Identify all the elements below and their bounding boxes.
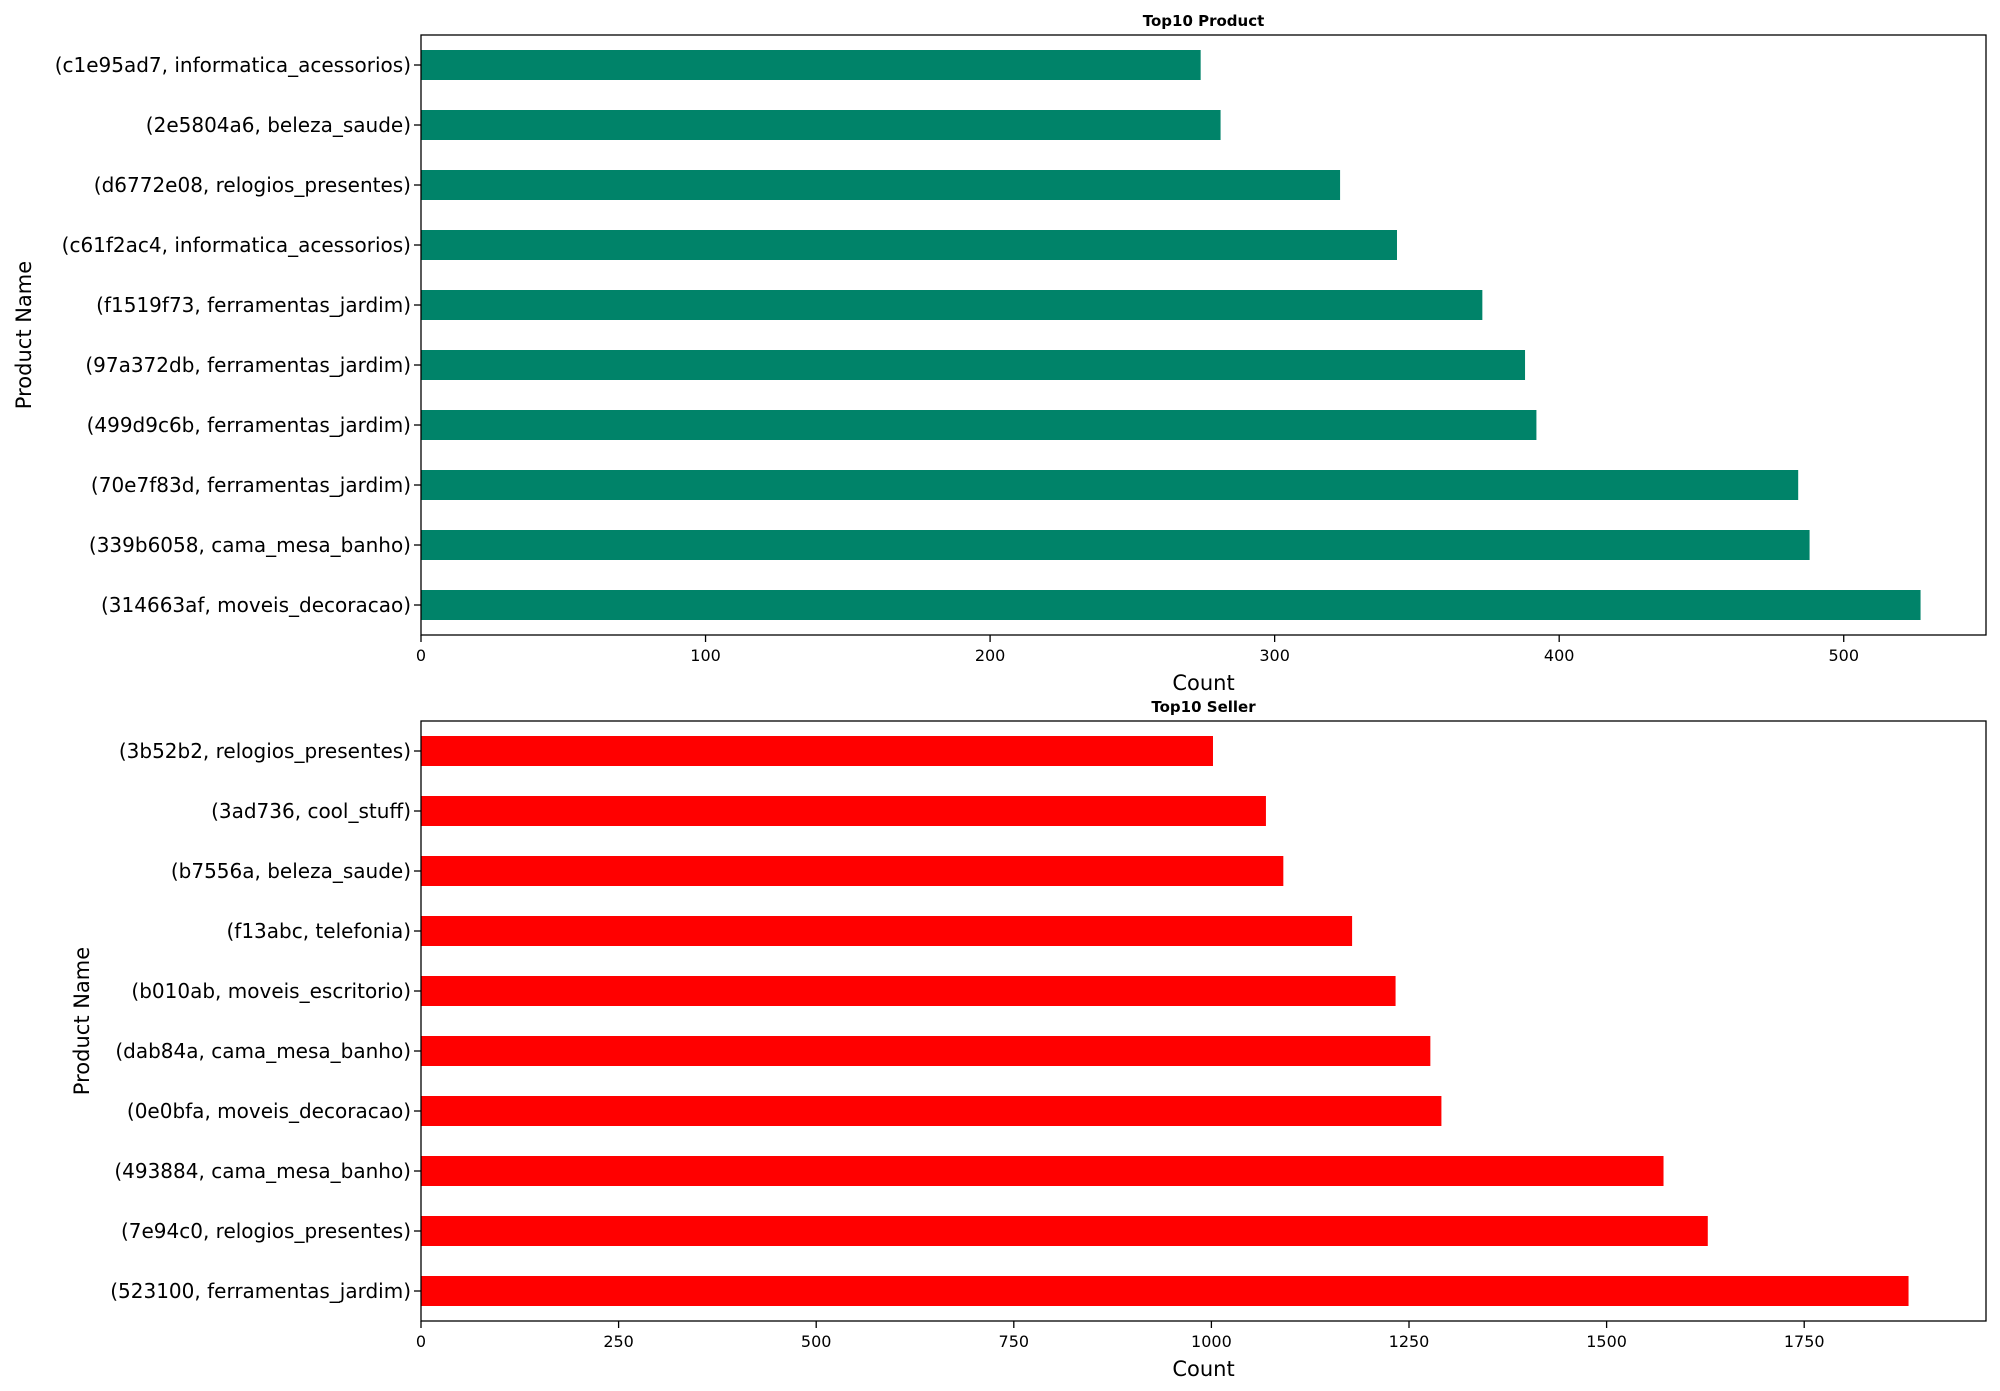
panel1-bar [421,410,1537,440]
panel2-category-label: (b010ab, moveis_escritorio) [131,979,411,1003]
panel1-y-axis-label: Product Name [12,261,36,409]
panel1-axes-frame [420,34,1987,636]
panel2-x-tick-label: 500 [801,1332,832,1351]
panel1-category-label: (70e7f83d, ferramentas_jardim) [91,473,411,497]
panel1-category-label: (c1e95ad7, informatica_acessorios) [55,53,411,77]
panel2-y-axis-label: Product Name [70,947,94,1095]
panel2-category-label: (7e94c0, relogios_presentes) [121,1219,411,1243]
panel2-bar [421,736,1213,766]
panel2-category-label: (3b52b2, relogios_presentes) [119,739,411,763]
panel1-bar [421,230,1397,260]
panel1-category-label: (314663af, moveis_decoracao) [101,593,411,617]
panel2-x-tick-label: 0 [416,1332,426,1351]
panel1-bar [421,170,1341,200]
panel2-category-label: (3ad736, cool_stuff) [211,799,411,823]
panel2-category-label: (f13abc, telefonia) [226,919,411,943]
panel2-category-label: (493884, cama_mesa_banho) [114,1159,411,1183]
panel1-x-tick-label: 300 [1259,646,1290,665]
panel2-title: Top10 Seller [1151,698,1256,716]
panel1-category-label: (2e5804a6, beleza_saude) [146,113,411,137]
panel2-bar [421,976,1396,1006]
panel1-x-tick-label: 0 [416,646,426,665]
panel1-bar [421,50,1201,80]
panel1-category-label: (f1519f73, ferramentas_jardim) [96,293,411,317]
panel2-category-label: (dab84a, cama_mesa_banho) [115,1039,411,1063]
panel2-category-label: (523100, ferramentas_jardim) [110,1279,411,1303]
panel2-x-tick-label: 1500 [1586,1332,1627,1351]
panel1-x-tick-label: 100 [690,646,721,665]
panel2-bar [421,1216,1708,1246]
panel2-category-label: (0e0bfa, moveis_decoracao) [127,1099,411,1123]
panel2-bar [421,1156,1664,1186]
panel2-bar [421,796,1266,826]
panel1-category-label: (499d9c6b, ferramentas_jardim) [87,413,411,437]
panel1-category-label: (97a372db, ferramentas_jardim) [85,353,411,377]
panel1-title: Top10 Product [1143,12,1265,30]
panel1-x-tick-label: 400 [1544,646,1575,665]
panel2-x-tick-label: 1750 [1784,1332,1825,1351]
panel1-bar [421,110,1221,140]
panel2-x-tick-label: 250 [603,1332,634,1351]
panel2-category-label: (b7556a, beleza_saude) [171,859,411,883]
panel1-x-tick-label: 500 [1828,646,1859,665]
panel2-bar [421,916,1353,946]
panel2-x-axis-label: Count [1172,1357,1234,1381]
panel1-bar [421,530,1810,560]
panel1-x-axis-label: Count [1172,671,1234,695]
panel1-bar [421,470,1799,500]
panel2-bar [421,1096,1442,1126]
panel1-category-label: (c61f2ac4, informatica_acessorios) [62,233,411,257]
panel2-bar [421,1036,1431,1066]
panel1-category-label: (d6772e08, relogios_presentes) [94,173,411,197]
panel1-bar [421,350,1526,380]
panel1-x-tick-label: 200 [975,646,1006,665]
panel2-x-tick-label: 1250 [1389,1332,1430,1351]
panel2-bar [421,1276,1909,1306]
panel1-bar [421,290,1483,320]
panel1-category-label: (339b6058, cama_mesa_banho) [89,533,411,557]
panel1-bar [421,590,1921,620]
panel2-axes-frame [420,720,1987,1322]
panel2-bar [421,856,1284,886]
panel2-x-tick-label: 1000 [1191,1332,1232,1351]
panel2-x-tick-label: 750 [999,1332,1030,1351]
